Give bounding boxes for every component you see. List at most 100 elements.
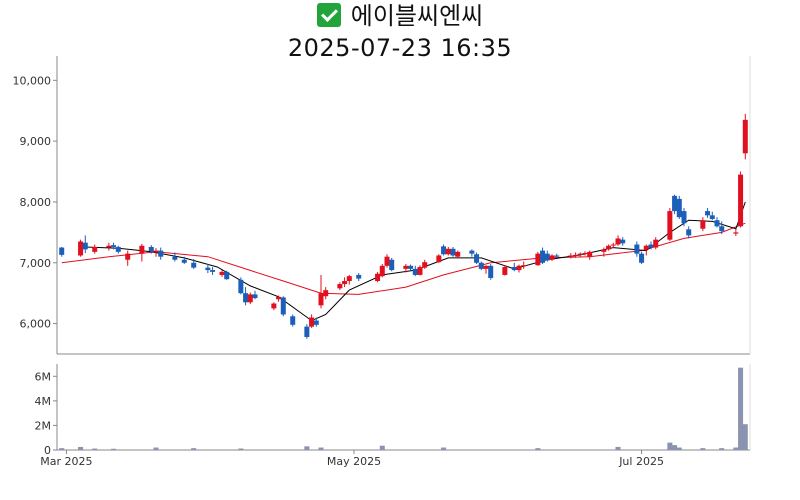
candle-body xyxy=(219,271,225,275)
price-y-tick-label: 10,000 xyxy=(13,74,52,87)
candle xyxy=(247,292,253,305)
candle xyxy=(535,251,541,266)
volume-bar xyxy=(441,447,447,450)
candle-body xyxy=(436,255,442,263)
candle-body xyxy=(733,232,739,234)
candle-body xyxy=(158,250,164,257)
candle-body xyxy=(148,246,154,252)
volume-y-tick-label: 6M xyxy=(35,370,52,383)
price-y-ticks: 6,000 7,000 8,000 9,000 10,000 xyxy=(13,74,57,331)
price-panel: 6,000 7,000 8,000 9,000 10,000 xyxy=(13,56,751,355)
candle xyxy=(78,239,84,257)
candle-body xyxy=(601,249,607,252)
candle xyxy=(634,241,640,257)
candle-body xyxy=(304,326,310,337)
candle-body xyxy=(535,253,541,266)
candle-body xyxy=(606,245,612,250)
candle-body xyxy=(582,253,588,255)
candle-body xyxy=(271,303,277,309)
candle xyxy=(323,287,329,300)
candle xyxy=(738,171,744,228)
candle xyxy=(582,251,588,256)
candle-body xyxy=(389,259,395,271)
candle xyxy=(408,264,414,271)
candle xyxy=(158,247,164,260)
candle xyxy=(478,261,484,271)
x-tick-label: May 2025 xyxy=(327,455,381,468)
volume-bar xyxy=(615,446,621,450)
volume-bar xyxy=(92,448,98,450)
candle-body xyxy=(653,239,659,248)
candle xyxy=(676,195,682,219)
candle xyxy=(115,245,121,254)
candle-body xyxy=(700,220,706,229)
candle-body xyxy=(92,246,98,252)
volume-bar xyxy=(153,447,159,450)
candle xyxy=(389,257,395,272)
volume-bar xyxy=(318,447,324,450)
candle-body xyxy=(742,119,748,154)
candle xyxy=(403,263,409,273)
candle xyxy=(238,277,244,295)
candle xyxy=(139,243,145,262)
volume-bar xyxy=(667,442,673,450)
candle-body xyxy=(82,242,88,250)
candle-body xyxy=(247,294,253,303)
candle xyxy=(450,246,456,257)
candle xyxy=(436,254,442,263)
candle xyxy=(337,282,343,291)
candle xyxy=(709,211,715,221)
candle xyxy=(648,241,654,250)
candle-body xyxy=(478,262,484,269)
candle xyxy=(125,250,131,266)
candle-body xyxy=(210,270,216,272)
price-y-tick-label: 9,000 xyxy=(20,135,52,148)
candle-body xyxy=(422,262,428,268)
candle xyxy=(549,254,555,261)
candle-body xyxy=(205,267,211,271)
candle xyxy=(243,287,249,306)
candle-body xyxy=(667,211,673,240)
candle xyxy=(313,317,319,327)
candle-body xyxy=(342,281,348,285)
candle xyxy=(705,208,711,218)
candle-body xyxy=(643,245,649,250)
price-y-tick-label: 8,000 xyxy=(20,196,52,209)
candle-body xyxy=(455,251,461,257)
candle xyxy=(153,248,159,257)
volume-y-tick-label: 2M xyxy=(35,419,52,432)
candle-body xyxy=(516,265,522,271)
candle-body xyxy=(243,293,249,303)
candle-body xyxy=(417,267,423,275)
candle-body xyxy=(59,247,65,255)
price-y-tick-label: 6,000 xyxy=(20,318,52,331)
candle-body xyxy=(379,265,385,277)
candle-body xyxy=(705,211,711,216)
candle-body xyxy=(549,255,555,260)
check-icon xyxy=(316,3,341,27)
candle xyxy=(521,261,527,269)
candle xyxy=(667,208,673,241)
candle-body xyxy=(648,244,654,248)
candle xyxy=(191,259,197,269)
candle xyxy=(455,250,461,258)
candle-body xyxy=(280,297,286,315)
chart-title: 에이블씨엔씨 2025-07-23 16:35 xyxy=(0,0,800,64)
candle-body xyxy=(554,255,560,257)
candle-body xyxy=(125,253,131,260)
volume-bar xyxy=(535,448,541,450)
ma5-layer xyxy=(85,201,746,322)
candle-body xyxy=(172,256,178,260)
candle-body xyxy=(488,265,494,278)
candle-body xyxy=(634,244,640,254)
volume-y-tick-label: 0 xyxy=(44,444,51,457)
candle-body xyxy=(714,220,720,227)
candle xyxy=(346,274,352,285)
candle xyxy=(610,242,616,248)
candle xyxy=(516,264,522,273)
candle xyxy=(290,314,296,327)
candle-body xyxy=(676,198,682,218)
candle-body xyxy=(323,290,329,297)
volume-bar xyxy=(700,448,706,450)
